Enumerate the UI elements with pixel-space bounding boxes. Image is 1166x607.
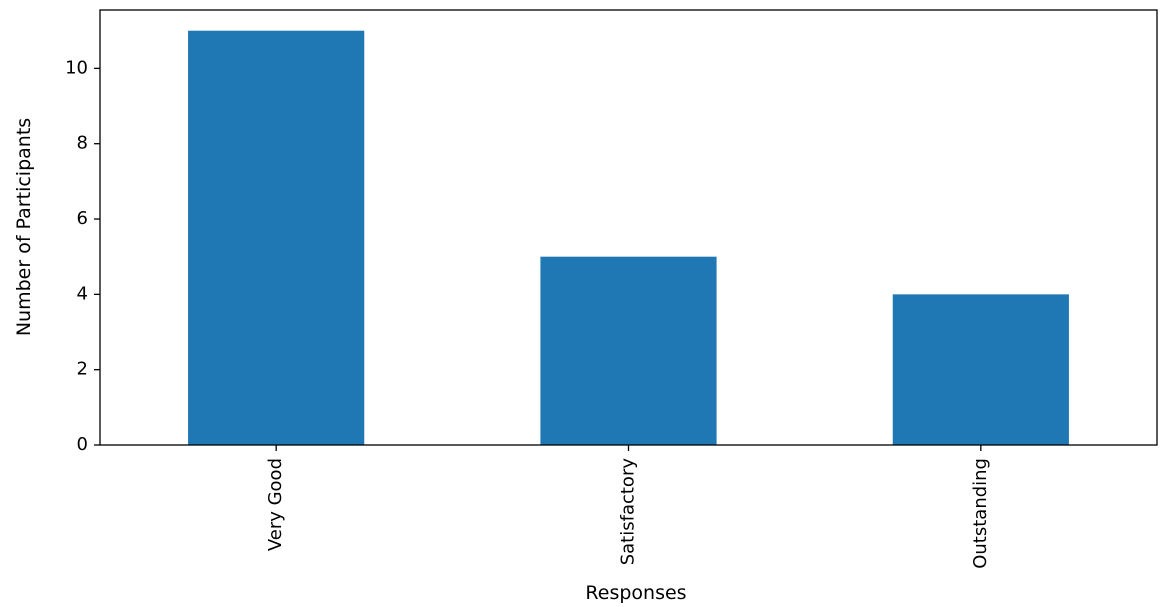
axes-layer [99,9,1158,446]
y-tick-label-4: 4 [77,283,88,304]
x-tick-label-satisfactory: Satisfactory [618,458,639,566]
bar-very-good [188,30,365,445]
y-tick-label-0: 0 [77,434,88,455]
bar-outstanding [892,294,1069,445]
x-tick-label-very-good: Very Good [265,458,286,551]
y-tick-label-8: 8 [77,133,88,154]
plot-frame [99,9,1158,446]
y-axis-title: Number of Participants [13,118,35,336]
x-tick-label-outstanding: Outstanding [970,458,991,569]
ticks-layer: Very Good Satisfactory Outstanding 0 2 4 6 8 10 [65,57,991,568]
x-axis-title: Responses [585,582,686,604]
y-tick-label-6: 6 [77,208,88,229]
bars-layer [188,30,1069,445]
bar-satisfactory [540,256,717,445]
y-tick-label-10: 10 [65,57,88,78]
y-tick-label-2: 2 [77,359,88,380]
